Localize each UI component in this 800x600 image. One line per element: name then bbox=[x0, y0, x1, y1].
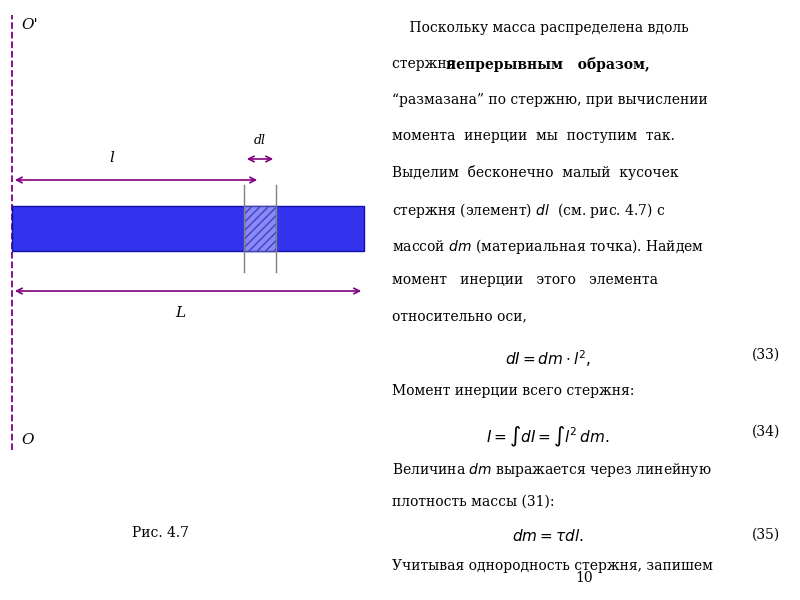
Text: Рис. 4.7: Рис. 4.7 bbox=[131, 526, 189, 540]
Text: момента  инерции  мы  поступим  так.: момента инерции мы поступим так. bbox=[392, 129, 675, 143]
Text: $I = \int dI = \int l^2\,dm.$: $I = \int dI = \int l^2\,dm.$ bbox=[486, 425, 610, 449]
Text: Выделим  бесконечно  малый  кусочек: Выделим бесконечно малый кусочек bbox=[392, 165, 678, 180]
Text: l: l bbox=[110, 151, 114, 165]
Text: момент   инерции   этого   элемента: момент инерции этого элемента bbox=[392, 273, 658, 287]
Text: Поскольку масса распределена вдоль: Поскольку масса распределена вдоль bbox=[392, 21, 689, 35]
Text: относительно оси,: относительно оси, bbox=[392, 309, 527, 323]
Text: массой $dm$ (материальная точка). Найдем: массой $dm$ (материальная точка). Найдем bbox=[392, 237, 704, 256]
Text: (33): (33) bbox=[752, 348, 780, 362]
Text: Момент инерции всего стержня:: Момент инерции всего стержня: bbox=[392, 384, 634, 398]
Bar bbox=[244, 205, 276, 251]
Text: непрерывным   образом,: непрерывным образом, bbox=[446, 57, 650, 72]
Text: плотность массы (31):: плотность массы (31): bbox=[392, 495, 554, 509]
Text: O': O' bbox=[22, 18, 38, 32]
Text: L: L bbox=[175, 306, 185, 320]
Text: Величина $dm$ выражается через линейную: Величина $dm$ выражается через линейную bbox=[392, 461, 711, 479]
Text: стержня (элемент) $dl$  (см. рис. 4.7) с: стержня (элемент) $dl$ (см. рис. 4.7) с bbox=[392, 201, 666, 220]
Text: “размазана” по стержню, при вычислении: “размазана” по стержню, при вычислении bbox=[392, 93, 708, 107]
Text: стержня: стержня bbox=[392, 57, 464, 71]
Text: (35): (35) bbox=[752, 528, 780, 542]
Text: $dm = \tau dl.$: $dm = \tau dl.$ bbox=[512, 528, 584, 544]
Bar bbox=[12, 205, 364, 251]
Text: 10: 10 bbox=[575, 571, 593, 585]
Text: Учитывая однородность стержня, запишем: Учитывая однородность стержня, запишем bbox=[392, 559, 713, 573]
Text: (34): (34) bbox=[752, 425, 780, 439]
Text: O: O bbox=[22, 433, 34, 447]
Text: $dI = dm \cdot l^2,$: $dI = dm \cdot l^2,$ bbox=[505, 348, 591, 368]
Text: dl: dl bbox=[254, 134, 266, 147]
